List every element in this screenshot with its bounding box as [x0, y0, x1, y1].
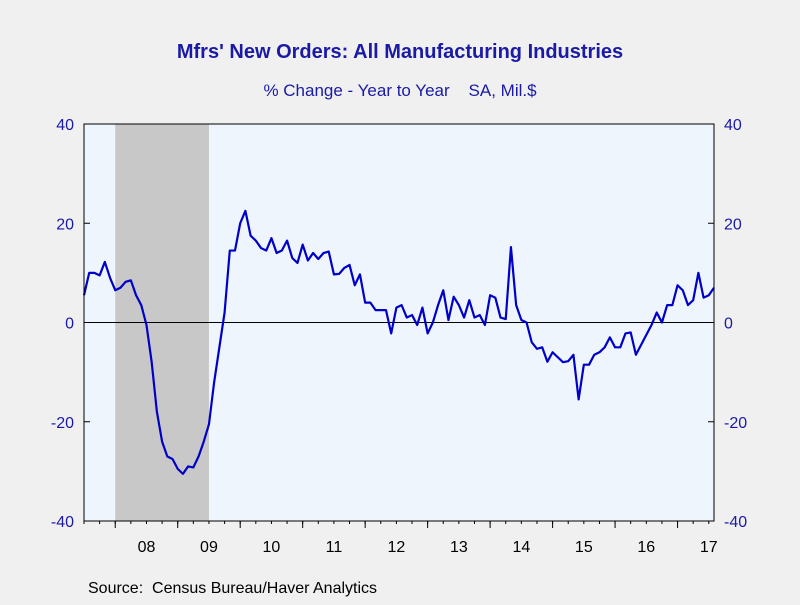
x-tick-label: 16: [637, 539, 655, 556]
y-tick-label: -20: [724, 415, 747, 432]
y-axis-left-labels: -40 -20 0 20 40: [51, 117, 74, 531]
x-tick-label: 12: [387, 539, 405, 556]
x-tick-label: 11: [326, 539, 343, 556]
y-tick-label: 0: [65, 316, 74, 333]
y-tick-label: -40: [724, 514, 747, 531]
chart-subtitle: % Change - Year to Year SA, Mil.$: [263, 81, 537, 100]
x-tick-label: 15: [575, 539, 593, 556]
x-tick-label: 10: [263, 539, 281, 556]
y-tick-label: -40: [51, 514, 74, 531]
chart-title: Mfrs' New Orders: All Manufacturing Indu…: [177, 41, 623, 63]
x-tick-label: 17: [700, 539, 718, 556]
x-tick-label: 13: [450, 539, 468, 556]
plot-frame: [83, 123, 715, 522]
y-tick-label: 20: [724, 216, 742, 233]
source-note: Source: Census Bureau/Haver Analytics: [88, 580, 377, 597]
x-axis-labels: 08 09 10 11 12 13 14 15 16 17: [138, 539, 718, 556]
y-tick-label: 40: [724, 117, 742, 134]
series-line: [82, 209, 715, 475]
y-tick-label: -20: [51, 415, 74, 432]
y-tick-label: 20: [56, 216, 74, 233]
x-tick-label: 09: [200, 539, 218, 556]
y-axis-right-labels: -40 -20 0 20 40: [724, 117, 747, 531]
x-tick-label: 14: [512, 539, 530, 556]
y-tick-label: 0: [724, 316, 733, 333]
y-tick-label: 40: [56, 117, 74, 134]
x-tick-label: 08: [138, 539, 156, 556]
